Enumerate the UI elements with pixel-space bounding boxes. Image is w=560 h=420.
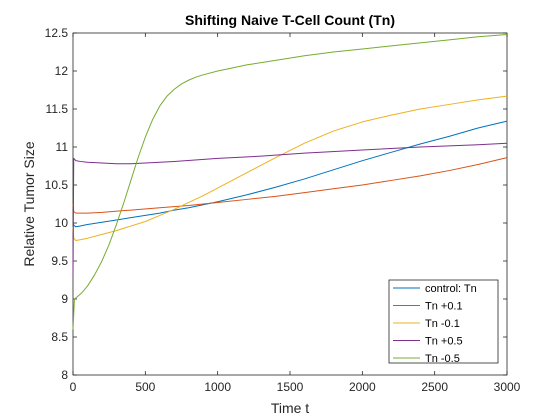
x-tick-label: 3000 — [494, 380, 521, 394]
y-tick-label: 9 — [61, 292, 68, 306]
y-tick-label: 11.5 — [46, 102, 69, 116]
y-tick-label: 9.5 — [51, 254, 68, 268]
legend-entry-1: Tn +0.1 — [425, 301, 463, 313]
x-tick-label: 0 — [70, 380, 77, 394]
y-tick-label: 12 — [55, 64, 69, 78]
y-tick-label: 10.5 — [45, 178, 69, 192]
chart-title: Shifting Naive T-Cell Count (Tn) — [185, 12, 395, 28]
x-tick-label: 2000 — [349, 380, 376, 394]
x-axis-label: Time t — [271, 400, 309, 416]
y-tick-label: 8 — [61, 368, 68, 382]
legend-entry-3: Tn +0.5 — [425, 336, 463, 348]
y-tick-label: 10 — [55, 216, 69, 230]
legend-entry-2: Tn -0.1 — [425, 318, 460, 330]
x-tick-label: 2500 — [421, 380, 448, 394]
legend: control: Tn Tn +0.1 Tn -0.1 Tn +0.5 Tn -0.5 — [389, 280, 498, 365]
legend-entry-4: Tn -0.5 — [425, 353, 460, 365]
x-tick-label: 1000 — [204, 380, 231, 394]
y-tick-label: 11 — [56, 140, 69, 154]
x-tick-label: 500 — [135, 380, 155, 394]
y-axis-label: Relative Tumor Size — [21, 141, 37, 266]
x-tick-label: 1500 — [277, 380, 304, 394]
legend-entry-0: control: Tn — [425, 283, 477, 295]
y-tick-label: 12.5 — [45, 26, 69, 40]
y-tick-label: 8.5 — [51, 330, 68, 344]
